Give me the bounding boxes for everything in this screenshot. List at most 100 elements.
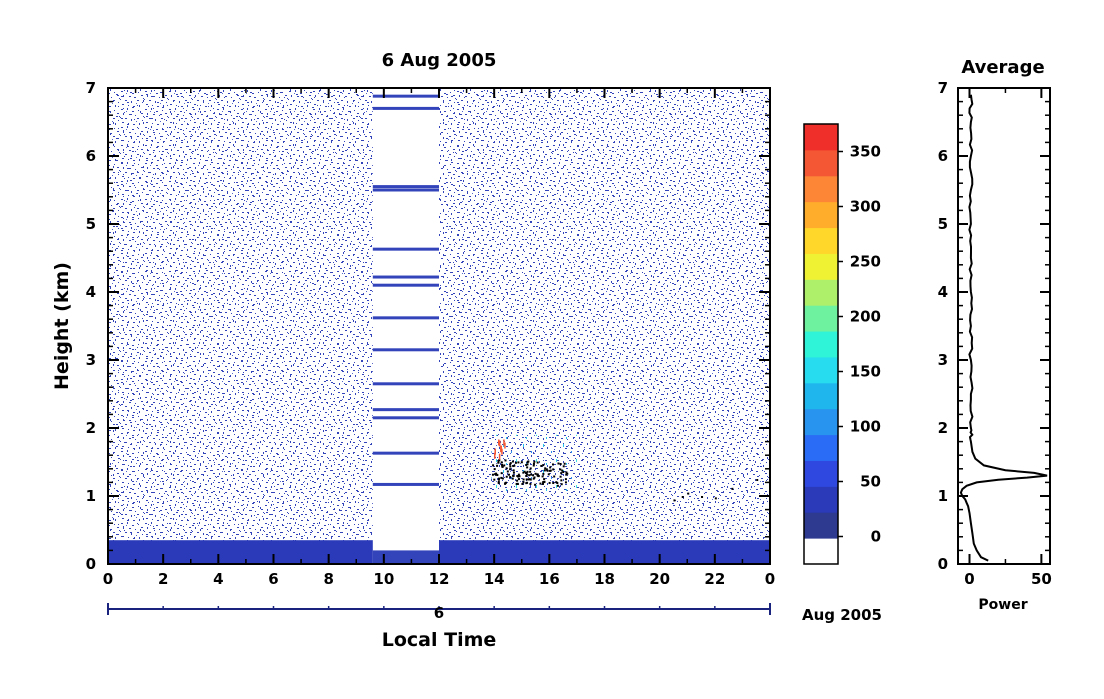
- layer-point: [504, 482, 507, 485]
- layer-point: [509, 476, 512, 479]
- gap-band: [372, 106, 439, 110]
- layer-point: [539, 482, 542, 485]
- layer-point: [557, 462, 560, 465]
- layer-point: [548, 469, 551, 472]
- layer-point: [529, 478, 532, 481]
- gap-band: [372, 482, 439, 486]
- layer-point: [516, 479, 519, 482]
- gap-band: [372, 408, 439, 412]
- layer-point: [525, 463, 528, 466]
- layer-point: [528, 474, 531, 477]
- x-tick-label: 14: [484, 570, 505, 588]
- layer-point: [525, 478, 528, 481]
- colorbar-segment: [804, 512, 838, 539]
- colorbar-frame: [803, 123, 839, 565]
- layer-point: [497, 460, 500, 463]
- layer-point: [544, 467, 547, 470]
- layer-point: [497, 482, 500, 485]
- layer-point: [532, 477, 535, 480]
- colorbar-segment: [804, 460, 838, 487]
- layer-point: [566, 472, 569, 475]
- layer-point: [536, 461, 539, 464]
- layer-point: [701, 496, 704, 498]
- layer-point: [498, 459, 501, 462]
- layer-point: [494, 473, 497, 476]
- gap-band: [372, 283, 439, 287]
- y-tick-label: 4: [86, 283, 96, 301]
- layer-point: [565, 471, 568, 474]
- y-tick-label: 5: [86, 215, 96, 233]
- colorbar-tick-label: 250: [850, 253, 881, 271]
- colorbar-segment: [804, 382, 838, 410]
- colorbar-tick-label: 150: [850, 363, 881, 381]
- layer-point: [528, 478, 531, 481]
- gap-band: [372, 382, 439, 386]
- gap-band: [372, 94, 439, 98]
- x-tick-label: 4: [213, 570, 223, 588]
- x-tick-label: 0: [103, 570, 113, 588]
- layer-point: [492, 464, 495, 467]
- layer-point: [560, 483, 563, 486]
- y-tick-label: 2: [86, 419, 96, 437]
- layer-point: [530, 473, 533, 476]
- layer-point: [506, 470, 509, 473]
- layer-point: [533, 476, 536, 479]
- layer-point: [543, 469, 546, 472]
- colorbar-segment: [804, 331, 838, 358]
- layer-point: [525, 472, 528, 475]
- layer-point: [561, 469, 564, 472]
- layer-point: [526, 470, 529, 473]
- layer-point: [504, 459, 507, 462]
- layer-point: [521, 482, 524, 485]
- layer-point: [497, 478, 500, 481]
- layer-point: [547, 473, 550, 476]
- x-tick-label: 16: [539, 570, 560, 588]
- red-streak: [494, 448, 496, 455]
- day-label: 6: [434, 604, 444, 622]
- layer-point: [541, 475, 544, 478]
- layer-point: [565, 473, 568, 476]
- layer-point: [507, 473, 510, 476]
- avg-y-tick-label: 6: [938, 147, 948, 165]
- gap-band: [372, 416, 439, 420]
- layer-point: [518, 475, 521, 478]
- layer-point: [527, 478, 530, 481]
- power-axis-label: Power: [978, 597, 1027, 613]
- layer-point: [526, 463, 529, 466]
- layer-point: [549, 466, 552, 469]
- colorbar-segment: [804, 201, 838, 229]
- layer-point: [559, 463, 562, 466]
- layer-point: [540, 464, 543, 467]
- colorbar: 0 50 100 150 200 250 300 350: [803, 123, 881, 565]
- layer-point: [493, 468, 496, 471]
- layer-point: [542, 472, 545, 475]
- gap-band: [372, 451, 439, 455]
- colorbar-segment: [804, 124, 838, 151]
- layer-point: [505, 475, 508, 478]
- layer-point: [532, 464, 535, 467]
- avg-y-tick-label: 1: [938, 487, 948, 505]
- layer-point: [527, 460, 530, 463]
- average-profile-plot: 0 1 2 3 4 5 6 7 0 50: [938, 79, 1052, 588]
- layer-point: [522, 481, 525, 484]
- layer-point: [512, 465, 515, 468]
- layer-point: [500, 472, 503, 475]
- layer-point: [553, 475, 556, 478]
- layer-point: [560, 479, 563, 482]
- layer-point: [551, 463, 554, 466]
- month-year-label: Aug 2005: [802, 606, 882, 624]
- layer-point: [516, 482, 519, 485]
- day-axis: [107, 603, 771, 615]
- layer-point: [564, 481, 567, 484]
- x-tick-label: 8: [323, 570, 333, 588]
- layer-point: [552, 482, 555, 485]
- layer-point: [509, 465, 512, 468]
- layer-point: [529, 470, 532, 473]
- layer-point: [555, 481, 558, 484]
- layer-point: [517, 475, 520, 478]
- y-tick-label: 1: [86, 487, 96, 505]
- layer-point: [525, 482, 528, 485]
- layer-point: [512, 474, 515, 477]
